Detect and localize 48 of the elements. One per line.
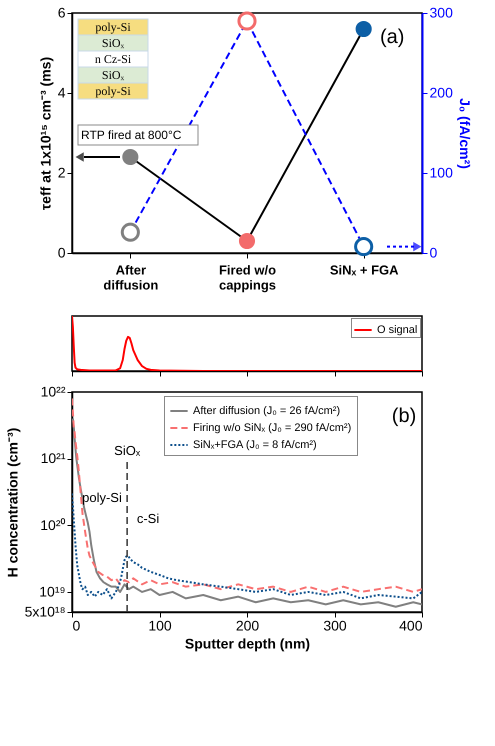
point	[237, 11, 257, 31]
y-tick-label: 4	[58, 84, 66, 100]
annotation: poly-Si	[95, 20, 132, 34]
point	[120, 222, 140, 242]
y2-tick-label: 200	[430, 84, 454, 100]
point	[122, 148, 138, 166]
y2-tick-label: 100	[430, 164, 454, 180]
y-tick-label: 0	[58, 244, 66, 260]
annotation: c-Si	[136, 511, 160, 526]
y-tick-label: 10²⁰	[40, 516, 66, 533]
annotation: SiOₓ	[102, 68, 125, 82]
y2-axis-title: J₀ (fA/cm²)	[456, 98, 473, 169]
annotation: RTP fired at 800°C	[81, 128, 182, 142]
point	[354, 237, 374, 256]
legend-label: Firing w/o SiNₓ (J₀ = 290 fA/cm²)	[193, 422, 352, 434]
legend-label: After diffusion (J₀ = 26 fA/cm²)	[193, 405, 340, 417]
x-axis-title: Sputter depth (nm)	[184, 636, 310, 652]
x-tick-label: 100	[148, 618, 172, 634]
line-series	[72, 492, 422, 600]
legend-label: O signal	[377, 324, 418, 336]
y-tick-label: 10²¹	[40, 450, 66, 466]
line-series	[72, 397, 422, 593]
x-tick-label: SiNₓ + FGA	[330, 262, 400, 278]
y2-tick-label: 0	[430, 244, 438, 260]
point	[356, 20, 372, 38]
x-tick-label: Fired w/o cappings	[218, 262, 276, 292]
point	[238, 232, 256, 250]
y-axis-title: H concentration (cm⁻³)	[4, 428, 21, 578]
x-tick-label: 200	[236, 618, 260, 634]
annotation: poly-Si	[82, 490, 122, 505]
y-tick-label: 2	[58, 164, 66, 180]
annotation: (a)	[380, 26, 404, 48]
annotation: (b)	[392, 405, 416, 427]
x-tick-label: 400	[399, 618, 423, 634]
y-tick-label: 10¹⁹	[39, 583, 66, 600]
annotation: poly-Si	[95, 84, 132, 98]
x-tick-label: After diffusion	[103, 262, 158, 292]
annotation: SiOₓ	[102, 36, 125, 50]
y-tick-label: 6	[58, 4, 66, 20]
y-tick-label: 10²²	[40, 384, 66, 400]
y-tick-label: 5x10¹⁸	[24, 604, 66, 620]
ref-line-label: SiOₓ	[114, 443, 141, 458]
y2-tick-label: 300	[430, 4, 454, 20]
annotation: n Cz-Si	[94, 52, 132, 66]
legend-label: SiNₓ+FGA (J₀ = 8 fA/cm²)	[193, 439, 317, 451]
y-axis-title: τeff at 1x10¹⁵ cm⁻³ (ms)	[38, 56, 54, 210]
x-tick-label: 300	[323, 618, 347, 634]
x-tick-label: 0	[72, 618, 80, 634]
